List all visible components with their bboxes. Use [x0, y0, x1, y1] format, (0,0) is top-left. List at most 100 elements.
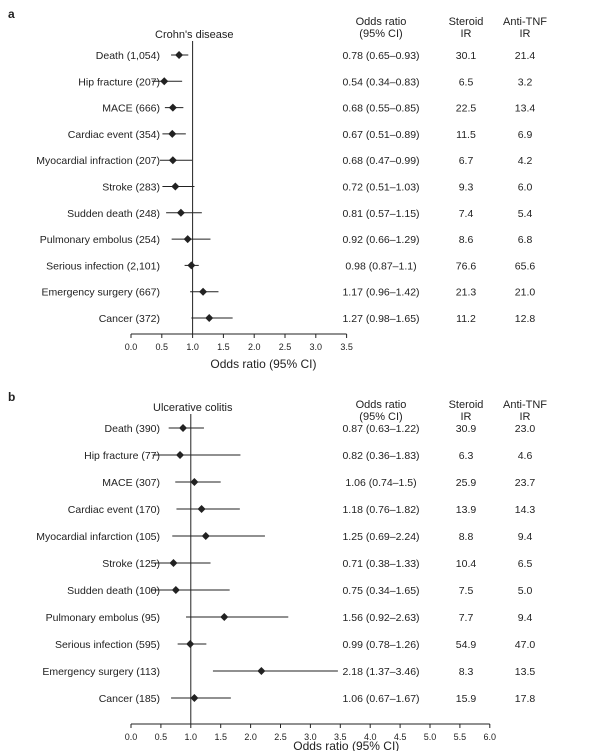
panel-b-ci-value: 1.06 (0.67–1.67) [342, 693, 419, 705]
panel-a-steroid-ir-value: 6.5 [459, 76, 474, 88]
panel-a-steroid-ir-value: 21.3 [456, 287, 477, 299]
panel-a-ci-value: 0.67 (0.51–0.89) [342, 129, 419, 141]
panel-a-point-estimate [187, 261, 196, 270]
panel-b-point-estimate [176, 451, 185, 459]
panel-a-x-tick-label: 2.5 [279, 342, 292, 352]
panel-a-row-label: Pulmonary embolus (254) [40, 234, 160, 246]
panel-a-point-estimate [168, 129, 177, 138]
panel-a-row-label: Sudden death (248) [67, 208, 160, 220]
panel-b-anti-tnf-ir-value: 23.7 [515, 477, 536, 489]
panel-b-x-tick-label: 1.5 [214, 732, 227, 742]
panel-b-anti-tnf-ir-value: 4.6 [518, 450, 533, 462]
panel-a-row-label: Cancer (372) [99, 313, 160, 325]
panel-b-point-estimate [201, 532, 210, 540]
panel-a-point-estimate [176, 208, 185, 217]
panel-b-row-label: Pulmonary embolus (95) [46, 612, 160, 624]
panel-b-anti-tnf-ir-value: 5.0 [518, 585, 533, 597]
panel-b-point-estimate [197, 505, 206, 513]
panel-b-anti-tnf-ir-value: 14.3 [515, 504, 536, 516]
panel-a-point-estimate [199, 287, 208, 296]
panel-b-ci-value: 0.71 (0.38–1.33) [342, 558, 419, 570]
panel-a-row-label: Serious infection (2,101) [46, 260, 160, 272]
panel-b-ci-value: 0.82 (0.36–1.83) [342, 450, 419, 462]
panel-b-ci-value: 1.25 (0.69–2.24) [342, 531, 419, 543]
panel-a-x-tick-label: 2.0 [248, 342, 261, 352]
panel-a-ci-value: 0.92 (0.66–1.29) [342, 234, 419, 246]
panel-b-point-estimate [190, 694, 199, 702]
panel-a-row-label: MACE (666) [102, 103, 160, 115]
panel-b-anti-tnf-ir-value: 17.8 [515, 693, 536, 705]
panel-a-row-label: Death (1,054) [96, 50, 160, 62]
panel-b-ci-value: 0.87 (0.63–1.22) [342, 423, 419, 435]
panel-a-anti-tnf-ir-value: 6.0 [518, 182, 533, 194]
panel-b-x-tick-label: 1.0 [185, 732, 198, 742]
panel-a-point-estimate [171, 182, 180, 191]
panel-a-label: a [8, 7, 15, 21]
panel-b-steroid-ir-value: 30.9 [456, 423, 477, 435]
panel-a-steroid-ir-value: 6.7 [459, 155, 474, 167]
panel-b-ci-value: 1.18 (0.76–1.82) [342, 504, 419, 516]
panel-a-point-estimate [205, 314, 214, 322]
panel-a-ci-value: 0.68 (0.47–0.99) [342, 155, 419, 167]
panel-b-row-label: MACE (307) [102, 477, 160, 489]
panel-b-point-estimate [169, 559, 178, 567]
panel-a-anti-tnf-ir-value: 13.4 [515, 103, 536, 115]
panel-b-x-tick-label: 4.0 [364, 732, 377, 742]
panel-b-label: b [8, 390, 15, 404]
panel-b-steroid-ir-value: 25.9 [456, 477, 477, 489]
panel-b-steroid-ir-value: 7.5 [459, 585, 474, 597]
panel-b-steroid-ir-value: 10.4 [456, 558, 477, 570]
panel-a-anti-tnf-ir-value: 65.6 [515, 260, 536, 272]
panel-b-anti-tnf-ir-value: 47.0 [515, 639, 536, 651]
panel-b-ci-value: 0.75 (0.34–1.65) [342, 585, 419, 597]
panel-a-anti-tnf-ir-value: 6.9 [518, 129, 533, 141]
panel-a-steroid-ir-value: 76.6 [456, 260, 477, 272]
panel-b-row-label: Cancer (185) [99, 693, 160, 705]
panel-a-x-tick-label: 0.0 [125, 342, 138, 352]
panel-a-steroid-ir-value: 11.2 [456, 313, 476, 325]
panel-b-row-label: Stroke (125) [102, 558, 160, 570]
panel-b-steroid-ir-value: 54.9 [456, 639, 477, 651]
panel-b-row-label: Myocardial infarction (105) [36, 531, 160, 543]
panel-b-point-estimate [190, 478, 199, 486]
panel-a-steroid-ir-value: 9.3 [459, 182, 474, 194]
panel-b-point-estimate [179, 424, 188, 432]
panel-b-x-tick-label: 5.0 [424, 732, 437, 742]
panel-a-ci-value: 0.68 (0.55–0.85) [342, 103, 419, 115]
panel-a-ci-value: 1.27 (0.98–1.65) [342, 313, 419, 325]
panel-b-x-tick-label: 3.0 [304, 732, 317, 742]
panel-b-point-estimate [171, 586, 180, 594]
panel-b-anti-tnf-ir-value: 9.4 [518, 612, 533, 624]
panel-b-anti-tnf-ir-value: 13.5 [515, 666, 536, 678]
panel-b-ci-value: 0.99 (0.78–1.26) [342, 639, 419, 651]
panel-b-title: Ulcerative colitis [153, 402, 233, 414]
panel-b-header-steroid-ir: IR [461, 411, 472, 423]
panel-a-steroid-ir-value: 22.5 [456, 103, 477, 115]
panel-a-anti-tnf-ir-value: 21.0 [515, 287, 536, 299]
panel-a-steroid-ir-value: 11.5 [456, 129, 476, 141]
panel-b-anti-tnf-ir-value: 6.5 [518, 558, 533, 570]
panel-a-point-estimate [160, 77, 169, 86]
panel-a-header-odds-ratio: Odds ratio [356, 16, 407, 28]
panel-b-header-ci: (95% CI) [359, 411, 402, 423]
panel-a-point-estimate [183, 235, 192, 244]
panel-b-x-tick-label: 0.5 [155, 732, 168, 742]
panel-a-header-steroid-ir: IR [461, 28, 472, 40]
panel-a-anti-tnf-ir-value: 5.4 [518, 208, 533, 220]
panel-b-ci-value: 1.56 (0.92–2.63) [342, 612, 419, 624]
panel-b-ci-value: 2.18 (1.37–3.46) [342, 666, 419, 678]
panel-a-row-label: Cardiac event (354) [68, 129, 160, 141]
panel-b-x-tick-label: 2.5 [274, 732, 287, 742]
panel-a-row-label: Emergency surgery (667) [42, 287, 160, 299]
panel-a-x-tick-label: 3.5 [340, 342, 353, 352]
panel-b-header-anti-tnf-ir: IR [520, 411, 531, 423]
panel-b-x-tick-label: 3.5 [334, 732, 347, 742]
panel-a-row-label: Hip fracture (207) [78, 76, 160, 88]
panel-b-ci-value: 1.06 (0.74–1.5) [345, 477, 416, 489]
panel-a-header-steroid: Steroid [449, 16, 484, 28]
panel-b-header-odds-ratio: Odds ratio [356, 399, 407, 411]
panel-b-row-label: Emergency surgery (113) [42, 666, 160, 678]
panel-a-row-label: Stroke (283) [102, 182, 160, 194]
panel-a-ci-value: 1.17 (0.96–1.42) [342, 287, 419, 299]
